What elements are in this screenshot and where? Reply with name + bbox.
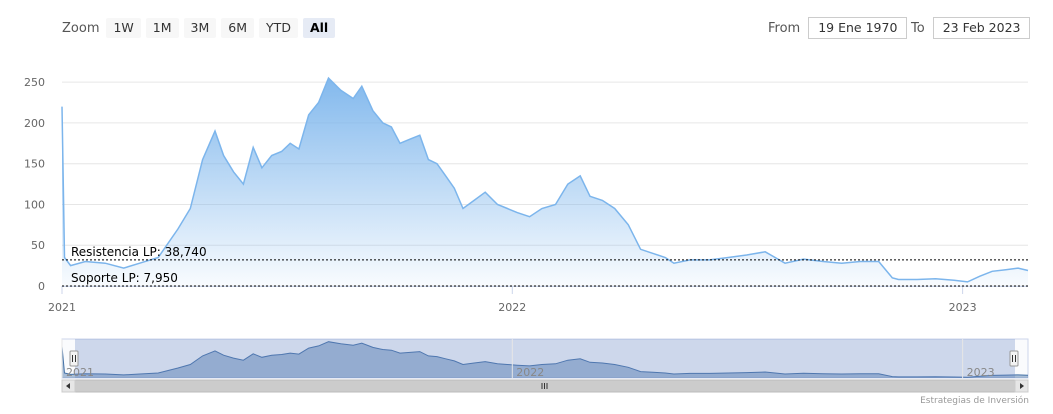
zoom-ytd-button[interactable]: YTD bbox=[259, 18, 298, 38]
navigator-label: 2022 bbox=[516, 366, 544, 379]
scroll-right-arrow-icon bbox=[1020, 383, 1024, 389]
navigator-selection bbox=[75, 339, 1015, 378]
price-series bbox=[61, 76, 1029, 286]
from-label: From bbox=[768, 20, 801, 36]
support-label: Soporte LP: 7,950 bbox=[71, 271, 178, 285]
navigator[interactable]: 2021 2022 2023 bbox=[61, 338, 1029, 393]
price-area bbox=[62, 78, 1028, 286]
zoom-1m-button[interactable]: 1M bbox=[145, 18, 179, 38]
y-tick-label: 250 bbox=[24, 76, 45, 89]
navigator-right-handle[interactable] bbox=[1009, 350, 1019, 367]
to-label: To bbox=[911, 20, 925, 36]
zoom-1w-button[interactable]: 1W bbox=[106, 18, 141, 38]
navigator-background bbox=[61, 338, 1029, 379]
navigator-left-handle[interactable] bbox=[69, 350, 79, 367]
resistance-label: Resistencia LP: 38,740 bbox=[71, 245, 207, 259]
navigator-label: 2023 bbox=[967, 366, 995, 379]
y-tick-label: 0 bbox=[38, 280, 45, 293]
y-tick-label: 150 bbox=[24, 158, 45, 171]
zoom-6m-button[interactable]: 6M bbox=[221, 18, 255, 38]
x-tick-label: 2023 bbox=[949, 301, 977, 314]
price-line bbox=[61, 76, 1029, 283]
x-tick-label: 2021 bbox=[48, 301, 76, 314]
zoom-bar: Zoom 1W 1M 3M 6M YTD All bbox=[62, 17, 336, 39]
scroll-left-arrow-icon bbox=[66, 383, 70, 389]
x-axis: 2021 2022 2023 bbox=[48, 286, 1028, 314]
navigator-line bbox=[61, 341, 1029, 378]
to-date-input[interactable]: 23 Feb 2023 bbox=[932, 17, 1031, 39]
from-date-input[interactable]: 19 Ene 1970 bbox=[808, 17, 908, 39]
range-from: From 19 Ene 1970 bbox=[768, 17, 908, 39]
credits-text[interactable]: Estrategias de Inversión bbox=[920, 396, 1029, 406]
zoom-all-button[interactable]: All bbox=[302, 18, 336, 38]
navigator-label: 2021 bbox=[66, 366, 94, 379]
y-axis: 0 50 100 150 200 250 bbox=[24, 76, 45, 293]
zoom-label: Zoom bbox=[62, 20, 100, 36]
x-tick-label: 2022 bbox=[498, 301, 526, 314]
zoom-3m-button[interactable]: 3M bbox=[183, 18, 217, 38]
y-tick-label: 200 bbox=[24, 117, 45, 130]
navigator-area bbox=[62, 341, 1028, 378]
plot-lines: Resistencia LP: 38,740 Soporte LP: 7,950 bbox=[62, 245, 1028, 287]
range-to: To 23 Feb 2023 bbox=[911, 17, 1031, 39]
y-tick-label: 50 bbox=[31, 239, 45, 252]
y-tick-label: 100 bbox=[24, 198, 45, 211]
